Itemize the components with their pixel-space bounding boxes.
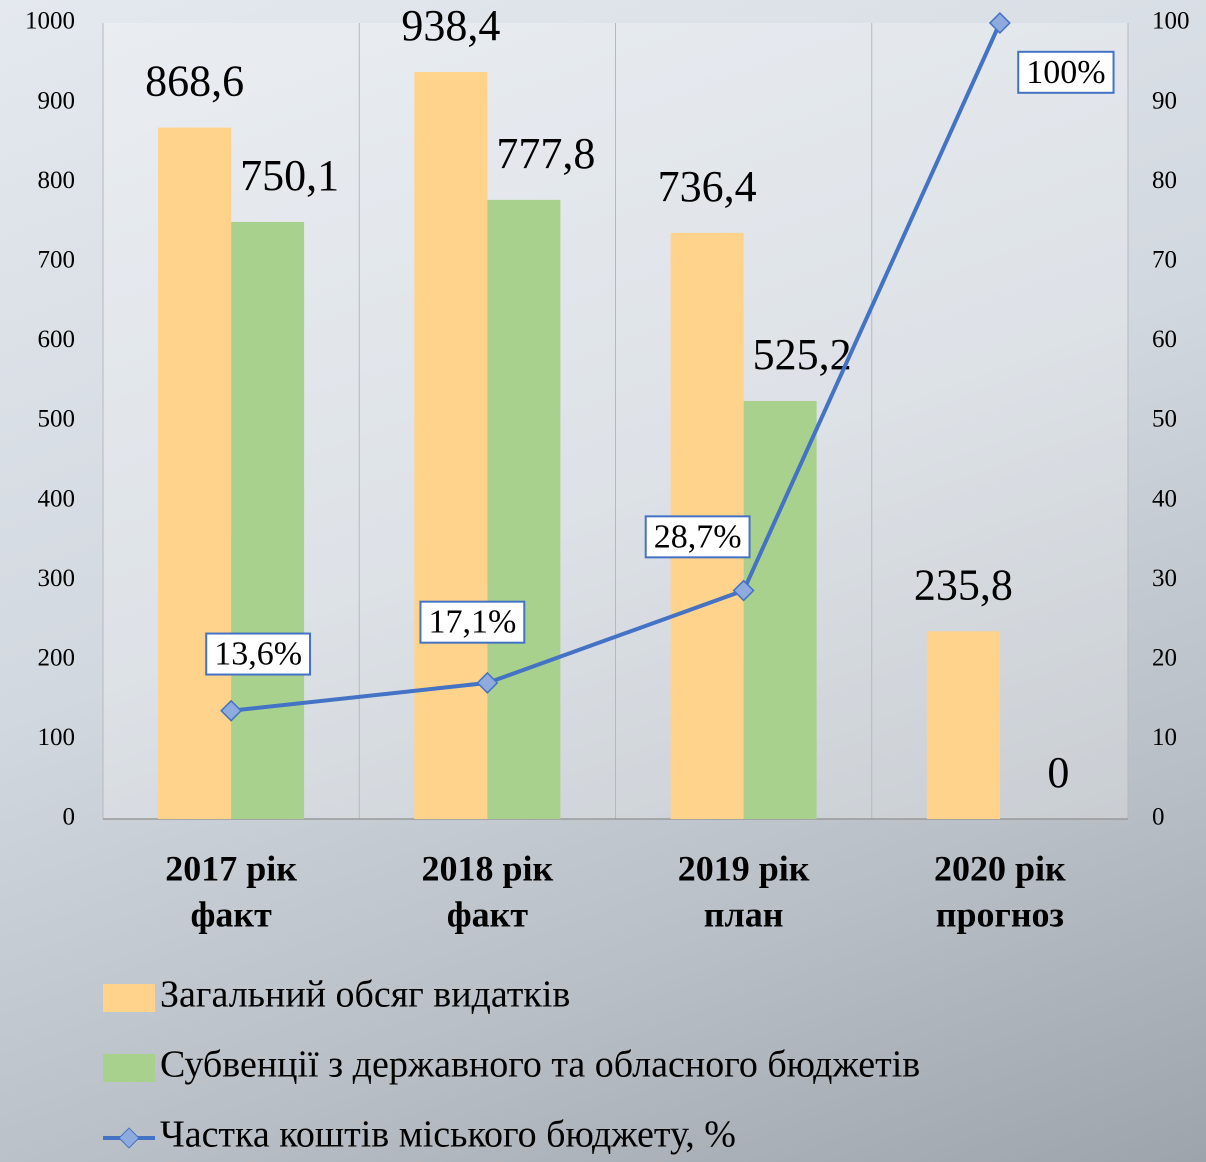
y2-tick-label: 50 <box>1152 406 1177 433</box>
y-tick-label: 400 <box>38 485 76 512</box>
label-box <box>1017 50 1115 94</box>
x-tick-label: 2017 рік <box>165 848 297 888</box>
y2-tick-label: 30 <box>1152 565 1177 592</box>
y-tick-label: 900 <box>38 87 76 114</box>
data-label: 868,6 <box>145 57 244 106</box>
data-label-box: 13,6% <box>205 632 312 676</box>
x-tick-label: прогноз <box>936 894 1064 934</box>
line-marker <box>732 579 755 602</box>
line-marker <box>988 12 1011 34</box>
data-label: 13,6% <box>214 636 302 673</box>
y2-tick-label: 70 <box>1152 247 1177 274</box>
legend-label: Загальний обсяг видатків <box>160 974 570 1016</box>
y-tick-label: 700 <box>38 247 76 274</box>
legend-swatch <box>103 1054 155 1082</box>
data-label-box: 100% <box>1017 50 1115 94</box>
line-marker <box>476 671 499 694</box>
data-label: 235,8 <box>914 560 1013 609</box>
y-tick-label: 800 <box>38 167 76 194</box>
y2-tick-label: 10 <box>1152 724 1177 751</box>
data-label: 17,1% <box>428 604 516 641</box>
data-label: 0 <box>1047 748 1069 797</box>
data-label: 938,4 <box>401 1 500 50</box>
bar <box>926 631 1000 819</box>
label-box <box>644 515 751 559</box>
legend-label: Частка коштів міського бюджету, % <box>160 1114 736 1156</box>
data-label: 777,8 <box>496 129 595 178</box>
data-label-box: 28,7% <box>644 515 751 559</box>
x-tick-label: 2020 рік <box>934 848 1066 888</box>
x-tick-label: факт <box>190 894 272 934</box>
line-marker <box>220 699 243 722</box>
y-tick-label: 1000 <box>25 8 75 35</box>
data-label: 736,4 <box>658 162 757 211</box>
x-tick-label: 2018 рік <box>421 848 553 888</box>
y2-tick-label: 90 <box>1152 87 1177 114</box>
data-label: 750,1 <box>240 151 339 200</box>
legend-swatch <box>103 984 155 1012</box>
y-tick-label: 0 <box>63 804 76 831</box>
data-label: 28,7% <box>654 518 742 555</box>
label-box <box>205 632 312 676</box>
legend-marker <box>118 1127 140 1149</box>
y2-tick-label: 60 <box>1152 326 1177 353</box>
y-tick-label: 600 <box>38 326 76 353</box>
bar <box>158 127 232 819</box>
y2-tick-label: 40 <box>1152 485 1177 512</box>
bar <box>231 221 305 819</box>
y-tick-label: 200 <box>38 645 76 672</box>
bar <box>414 72 488 820</box>
data-label-box: 17,1% <box>419 600 526 644</box>
data-label: 525,2 <box>753 330 852 379</box>
x-tick-label: план <box>704 894 784 934</box>
bar <box>487 199 561 819</box>
x-tick-label: факт <box>447 894 529 934</box>
line <box>230 22 1002 713</box>
label-box <box>419 600 526 644</box>
y2-tick-label: 0 <box>1152 804 1165 831</box>
y2-tick-label: 80 <box>1152 167 1177 194</box>
bar <box>743 400 817 819</box>
legend-label: Субвенції з державного та обласного бюдж… <box>160 1044 920 1086</box>
y-tick-label: 100 <box>38 724 76 751</box>
y-tick-label: 300 <box>38 565 76 592</box>
y2-tick-label: 20 <box>1152 645 1177 672</box>
x-tick-label: 2019 рік <box>678 848 810 888</box>
y2-tick-label: 100 <box>1152 8 1190 35</box>
y-tick-label: 500 <box>38 406 76 433</box>
data-label: 100% <box>1026 54 1105 91</box>
